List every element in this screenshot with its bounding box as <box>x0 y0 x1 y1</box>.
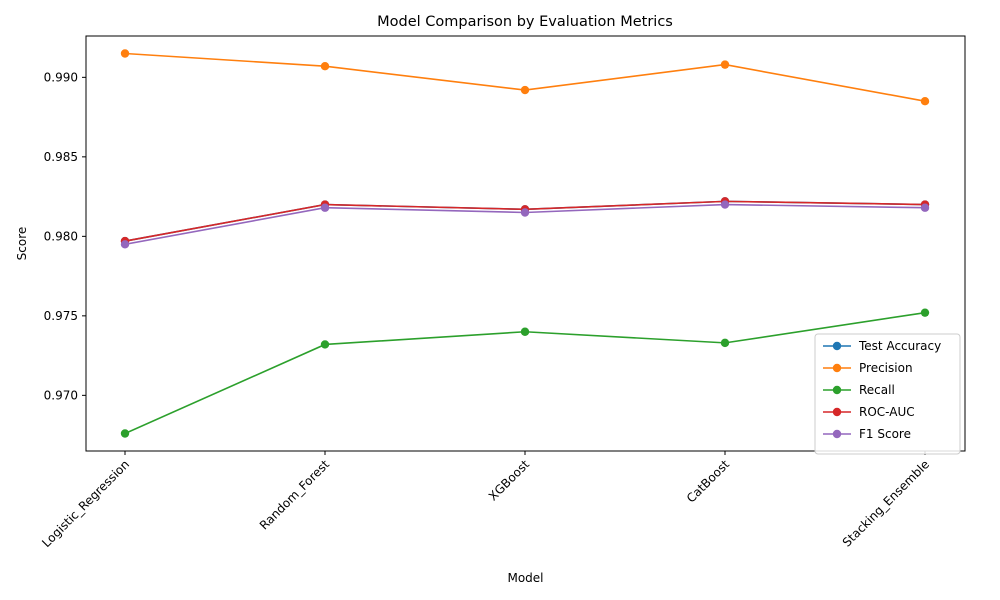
data-point <box>520 208 530 217</box>
data-point <box>920 96 930 106</box>
legend-label: Precision <box>859 361 913 375</box>
data-point <box>720 338 730 348</box>
data-point <box>320 62 330 71</box>
x-axis-label: Model <box>507 571 543 585</box>
data-point <box>520 85 530 95</box>
y-tick-label: 0.975 <box>44 309 78 323</box>
series-recall <box>120 308 930 438</box>
series-f1-score <box>120 200 930 249</box>
legend-marker <box>832 385 842 395</box>
data-point <box>320 340 330 349</box>
series-precision <box>120 49 930 106</box>
legend-label: Test Accuracy <box>858 339 941 353</box>
y-tick-label: 0.980 <box>44 229 78 243</box>
y-axis: 0.970 0.975 0.980 0.985 0.990 <box>44 70 86 402</box>
legend-marker <box>832 407 842 417</box>
data-point <box>320 203 330 212</box>
data-point <box>120 429 130 438</box>
data-point <box>920 308 930 317</box>
legend-label: ROC-AUC <box>859 405 915 419</box>
y-tick-label: 0.990 <box>44 70 78 84</box>
data-point <box>920 203 930 212</box>
data-point <box>720 200 730 209</box>
legend-marker <box>832 429 842 439</box>
chart-title: Model Comparison by Evaluation Metrics <box>377 14 673 30</box>
y-axis-label: Score <box>15 227 29 261</box>
legend-label: F1 Score <box>859 427 911 441</box>
data-point <box>120 49 130 58</box>
y-tick-label: 0.985 <box>44 150 78 164</box>
data-point <box>520 327 530 336</box>
legend: Test Accuracy Precision Recall ROC-AUC F1 Sc… <box>814 333 961 455</box>
legend-box <box>814 333 961 455</box>
legend-label: Recall <box>859 383 895 397</box>
data-point <box>720 60 730 69</box>
data-point <box>120 240 130 249</box>
legend-marker <box>832 363 842 373</box>
legend-marker <box>832 341 842 351</box>
y-tick-label: 0.970 <box>44 388 78 402</box>
plot-area <box>120 49 930 438</box>
